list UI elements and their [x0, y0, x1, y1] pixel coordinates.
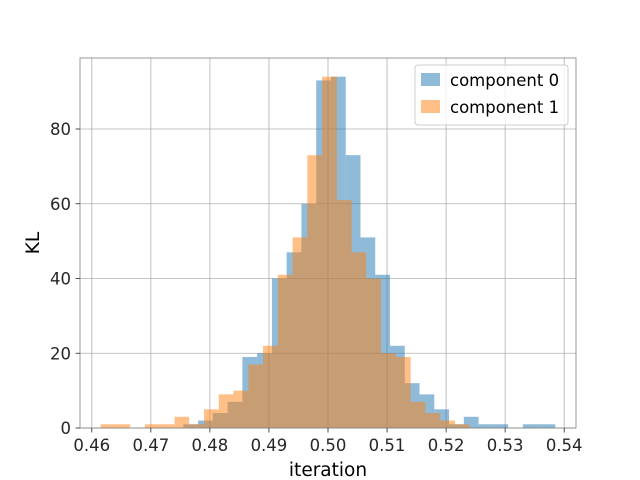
histogram-bar — [174, 416, 190, 428]
histogram-bar — [395, 356, 411, 428]
y-tick-label: 0 — [61, 419, 72, 438]
x-tick-label: 0.52 — [428, 436, 465, 455]
x-tick-label: 0.47 — [132, 436, 169, 455]
x-axis-label: iteration — [289, 460, 367, 480]
histogram-bar — [493, 424, 509, 428]
histogram-bar — [522, 424, 538, 428]
legend-label-component-0: component 0 — [450, 71, 559, 90]
x-tick-label: 0.48 — [192, 436, 229, 455]
histogram-bar — [307, 155, 323, 428]
histogram-bar — [248, 364, 264, 428]
histogram-bar — [478, 424, 494, 428]
histogram-bar — [189, 424, 204, 428]
histogram-bar — [100, 424, 131, 428]
histogram-bar — [292, 237, 308, 428]
histogram-bar — [322, 76, 337, 429]
histogram-bar — [366, 278, 382, 428]
histogram-bars — [100, 76, 556, 429]
legend-swatch-component-1 — [421, 100, 440, 113]
y-tick-label: 20 — [50, 344, 71, 363]
histogram-bar — [410, 401, 426, 428]
histogram-bar — [336, 200, 352, 428]
x-tick-label: 0.50 — [310, 436, 347, 455]
histogram-bar — [454, 424, 470, 428]
series-1-bars — [100, 76, 470, 429]
legend-box — [414, 64, 569, 126]
histogram-bar — [277, 274, 293, 428]
legend: component 0 component 1 — [414, 64, 569, 126]
histogram-bar — [233, 390, 249, 428]
x-tick-label: 0.49 — [251, 436, 288, 455]
histogram-bar — [218, 394, 234, 428]
histogram-bar — [537, 424, 556, 428]
legend-swatch-component-0 — [421, 73, 440, 86]
histogram-bar — [425, 413, 441, 428]
x-tick-label: 0.51 — [369, 436, 406, 455]
histogram-bar — [263, 345, 278, 428]
histogram-bar — [463, 416, 479, 428]
axis-ticks: 0.46 0.47 0.48 0.49 0.50 0.51 0.52 0.53 0.54 0 20 4… — [50, 120, 583, 455]
x-tick-label: 0.53 — [487, 436, 524, 455]
legend-label-component-1: component 1 — [450, 98, 559, 117]
x-tick-label: 0.54 — [546, 436, 583, 455]
histogram-bar — [204, 409, 219, 428]
histogram-bar — [440, 420, 455, 428]
histogram-bar — [144, 424, 175, 428]
x-tick-label: 0.46 — [73, 436, 110, 455]
y-axis-label: KL — [23, 231, 44, 254]
histogram-bar — [381, 353, 396, 428]
y-tick-label: 80 — [50, 120, 71, 139]
y-tick-label: 40 — [50, 270, 71, 289]
histogram-bar — [351, 252, 367, 428]
y-tick-label: 60 — [50, 195, 71, 214]
